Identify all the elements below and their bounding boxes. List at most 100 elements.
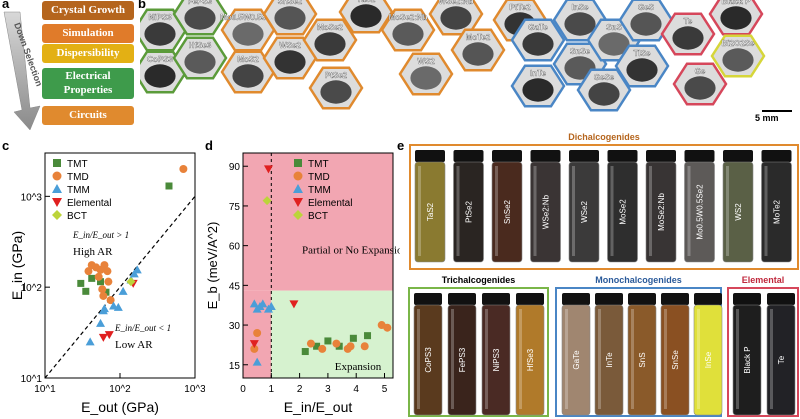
y-tick-label: 10^2 (21, 283, 43, 294)
vial: MoSe2 (607, 150, 638, 263)
vial-cap (684, 150, 715, 162)
vial-label: MoSe2 (619, 199, 628, 225)
vial: SnS (627, 293, 657, 416)
crystal-hex: GeSe (576, 68, 632, 112)
vial: WSe2 (568, 150, 600, 263)
vial-label: TaS2 (426, 202, 435, 221)
vial-cap (448, 293, 476, 305)
crystal-hex: GeS (618, 0, 674, 42)
crystal-sample (184, 50, 216, 74)
vial: FePS3 (447, 293, 477, 416)
crystal-sample (232, 22, 264, 46)
vial: TaS2 (414, 150, 446, 263)
vial-highlight (485, 309, 488, 409)
vial-cap (453, 150, 484, 162)
data-point (96, 318, 106, 327)
crystal-label: HfSe3 (189, 41, 212, 50)
vial-highlight (533, 166, 537, 256)
vial: CoPS3 (413, 293, 443, 416)
crystal-sample (440, 6, 472, 30)
vial-label: HfSe3 (526, 348, 535, 371)
vial-liquid (530, 161, 561, 263)
vial-label: WSe2 (580, 201, 589, 223)
vial: InTe (594, 293, 624, 416)
x-axis-label: E_out (GPa) (81, 399, 159, 415)
crystal-label: MoTe2 (466, 33, 491, 42)
vial-highlight (610, 166, 614, 256)
data-point (52, 210, 62, 220)
vial-highlight (697, 309, 700, 409)
crystal-sample (232, 64, 264, 88)
crystal-label: TaS2 (357, 0, 376, 4)
vial-cap (694, 293, 722, 305)
vial-highlight (726, 166, 729, 256)
vial: Black P (732, 293, 762, 416)
vial-cap (607, 150, 638, 162)
data-point (94, 272, 103, 281)
down-selection-arrow: Down Selection (3, 11, 44, 131)
data-point (383, 323, 392, 332)
data-point (99, 304, 109, 313)
crystal-label: GeSe (594, 73, 615, 82)
data-point (97, 278, 105, 286)
vial: SnSe (660, 293, 690, 416)
region-label-expansion: Expansion (335, 361, 382, 373)
data-point (85, 337, 95, 346)
vial-label: SnSe2 (503, 199, 512, 224)
x-tick-label: 5 (382, 384, 388, 395)
vial-cap (761, 150, 792, 162)
data-point (165, 182, 173, 190)
crystal-sample (144, 22, 176, 46)
vial-liquid (491, 161, 523, 263)
data-point (77, 279, 85, 287)
vial-liquid (684, 161, 715, 263)
vial-highlight (664, 309, 667, 409)
data-point (293, 184, 303, 193)
plot-frame (242, 152, 394, 379)
vial: WS2 (722, 150, 754, 263)
crystal-sample (462, 42, 494, 66)
crystal-hex: Bi2O2Se (710, 34, 766, 78)
x-tick-label: 0 (240, 384, 246, 395)
chart-c: 10^110^1 10^2 10^2 10^3 10^3 E_in (GPa) E_out … (9, 152, 205, 415)
panel-label-d: d (205, 138, 213, 153)
y-tick-label: 10^1 (21, 374, 43, 385)
vial: MoSe2:Nb (645, 150, 677, 263)
crystal-hex: MoSe2:Nb (380, 8, 436, 52)
data-point (129, 269, 139, 278)
data-point (88, 274, 96, 282)
crystal-label: GeS (638, 3, 655, 12)
legend-label: TMD (308, 172, 330, 183)
data-point (293, 198, 303, 207)
vial-highlight (519, 309, 522, 409)
data-point (100, 261, 109, 270)
vial-cap (628, 293, 656, 305)
group-trichalcogenides (408, 287, 549, 417)
vial-cap (482, 293, 510, 305)
y-axis-label: E_b (meV/A^2) (205, 222, 220, 310)
crystal-hex: MoTe2 (450, 28, 506, 72)
vial-liquid (645, 161, 677, 263)
region-no-expansion (243, 153, 393, 291)
data-point (306, 339, 315, 348)
chart-annotation: High AR (73, 246, 113, 258)
vial-highlight (764, 166, 768, 256)
crystal-label: SnSe (570, 47, 591, 56)
crystal-label: CoPS3 (147, 55, 173, 64)
vial: MoTe2 (761, 150, 792, 263)
legend-label: TMD (67, 172, 89, 183)
crystal-label: WSe2 (279, 41, 301, 50)
data-point (253, 329, 262, 337)
vial-highlight (418, 166, 421, 256)
crystal-hex: Black P (708, 0, 764, 36)
crystal-label: SnS (606, 23, 622, 32)
x-axis-label: E_in/E_out (284, 399, 353, 415)
vial-cap (646, 150, 676, 162)
crystal-label: GaTe (528, 23, 548, 32)
step-electrical-properties: Electrical Properties (42, 68, 134, 99)
crystal-label: MoS2 (237, 55, 259, 64)
y-tick-label: 45 (229, 281, 241, 292)
vial-liquid (627, 304, 657, 416)
group-title-monochalcogenides: Monochalcogenides (595, 275, 682, 285)
